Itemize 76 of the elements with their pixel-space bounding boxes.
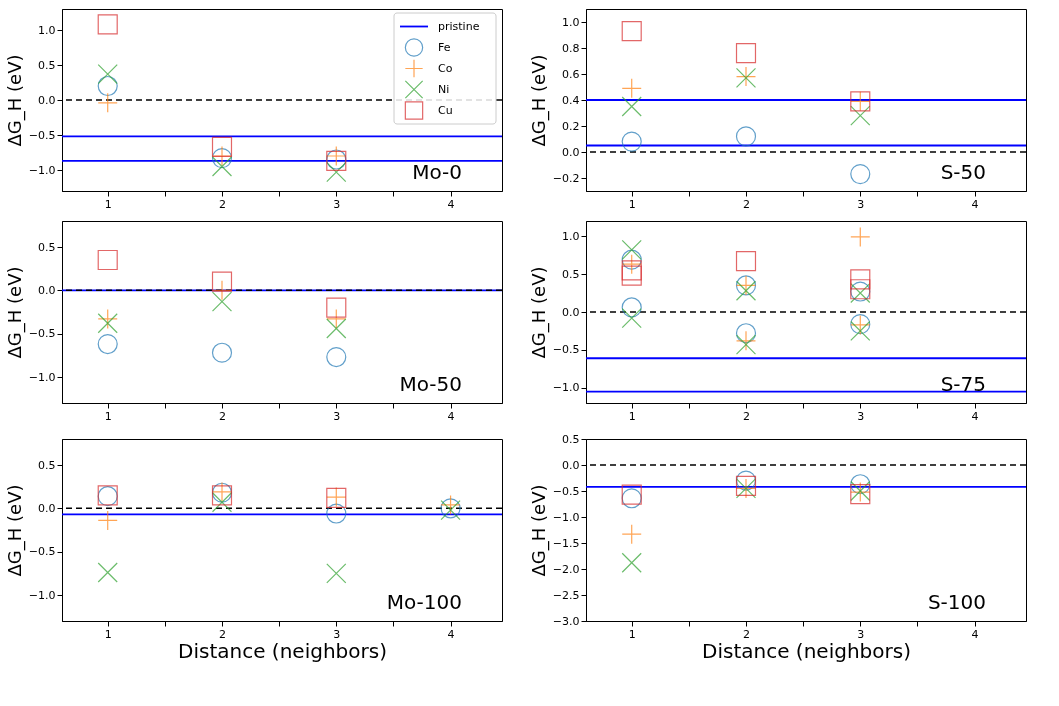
x-tick-label: 2 — [219, 627, 226, 641]
y-axis-title: ΔG_H (eV) — [527, 266, 550, 359]
x-tick-label: 4 — [447, 409, 455, 423]
x-tick-label: 2 — [743, 197, 750, 211]
y-tick-label: −1.0 — [28, 588, 56, 602]
y-tick-label: 0.0 — [562, 305, 580, 319]
y-tick-label: −0.5 — [28, 327, 56, 341]
y-tick-label: 0.5 — [38, 458, 56, 472]
y-axis-title: ΔG_H (eV) — [527, 484, 550, 577]
y-tick-label: −2.5 — [552, 588, 580, 602]
y-tick-label: 0.5 — [38, 58, 56, 72]
y-tick-label: −0.5 — [28, 545, 56, 559]
y-tick-label: 0.6 — [562, 67, 580, 81]
y-tick-label: 0.5 — [38, 240, 56, 254]
y-tick-label: 0.0 — [562, 145, 580, 159]
y-tick-label: 0.5 — [562, 432, 580, 446]
x-tick-label: 1 — [104, 197, 112, 211]
y-tick-label: 0.0 — [38, 93, 56, 107]
x-tick-label: 3 — [333, 409, 341, 423]
y-tick-label: 0.5 — [562, 267, 580, 281]
x-tick-label: 1 — [104, 627, 112, 641]
legend-label: pristine — [438, 19, 480, 33]
y-tick-label: −1.5 — [552, 536, 580, 550]
y-axis-title: ΔG_H (eV) — [527, 54, 550, 147]
y-tick-label: −2.0 — [552, 562, 580, 576]
y-tick-label: 1.0 — [38, 23, 56, 37]
y-tick-label: −1.0 — [28, 163, 56, 177]
y-tick-label: 1.0 — [562, 229, 580, 243]
y-tick-label: 0.8 — [562, 41, 580, 55]
x-tick-label: 3 — [857, 409, 865, 423]
x-tick-label: 3 — [857, 627, 865, 641]
x-tick-label: 2 — [219, 409, 226, 423]
y-tick-label: 0.0 — [562, 458, 580, 472]
y-axis-title: ΔG_H (eV) — [3, 484, 26, 577]
annotation: Mo-100 — [386, 590, 462, 614]
y-tick-label: 0.0 — [38, 501, 56, 515]
y-tick-label: 1.0 — [562, 15, 580, 29]
y-tick-label: −3.0 — [552, 614, 580, 628]
legend-label: Co — [438, 61, 453, 75]
y-tick-label: −0.5 — [552, 484, 580, 498]
y-tick-label: −1.0 — [552, 510, 580, 524]
y-tick-label: −1.0 — [552, 381, 580, 395]
y-tick-label: −1.0 — [28, 370, 56, 384]
y-tick-label: 0.4 — [562, 93, 580, 107]
x-tick-label: 1 — [628, 409, 636, 423]
x-tick-label: 1 — [628, 627, 636, 641]
legend-label: Cu — [438, 103, 453, 117]
x-axis-title: Distance (neighbors) — [178, 638, 387, 663]
x-tick-label: 3 — [333, 197, 341, 211]
y-tick-label: −0.2 — [552, 171, 580, 185]
x-tick-label: 3 — [333, 627, 341, 641]
x-axis-title: Distance (neighbors) — [702, 638, 911, 663]
annotation: S-75 — [940, 372, 986, 396]
y-axis-title: ΔG_H (eV) — [3, 54, 26, 147]
x-tick-label: 4 — [971, 409, 979, 423]
x-tick-label: 4 — [447, 627, 455, 641]
annotation: Mo-0 — [412, 160, 462, 184]
x-tick-label: 1 — [628, 197, 636, 211]
y-tick-label: 0.0 — [38, 283, 56, 297]
legend-label: Ni — [438, 82, 450, 96]
x-tick-label: 1 — [104, 409, 112, 423]
x-tick-label: 4 — [971, 197, 979, 211]
x-tick-label: 2 — [743, 409, 750, 423]
x-tick-label: 4 — [447, 197, 455, 211]
y-axis-title: ΔG_H (eV) — [3, 266, 26, 359]
legend-label: Fe — [438, 40, 451, 54]
y-tick-label: −0.5 — [552, 343, 580, 357]
x-tick-label: 3 — [857, 197, 865, 211]
x-tick-label: 2 — [743, 627, 750, 641]
y-tick-label: 0.2 — [562, 119, 580, 133]
annotation: S-100 — [927, 590, 986, 614]
annotation: S-50 — [940, 160, 986, 184]
annotation: Mo-50 — [399, 372, 462, 396]
x-tick-label: 2 — [219, 197, 226, 211]
x-tick-label: 4 — [971, 627, 979, 641]
y-tick-label: −0.5 — [28, 128, 56, 142]
